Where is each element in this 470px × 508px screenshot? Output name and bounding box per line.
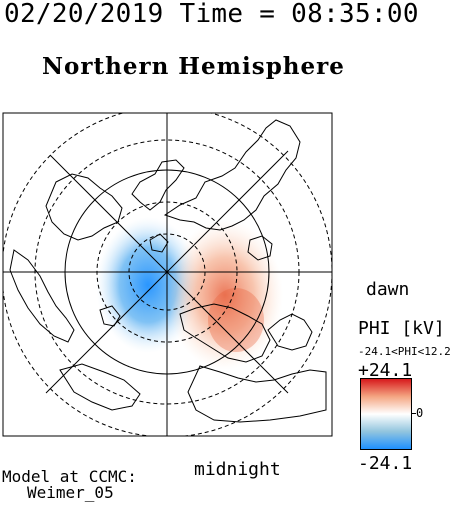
colorbar-zero-label: 0 — [416, 406, 424, 420]
model-credit-line1: Model at CCMC: — [2, 467, 137, 486]
colorbar-range: -24.1<PHI<12.2 — [358, 345, 451, 358]
colorbar-zero-tick — [412, 413, 416, 414]
midnight-label: midnight — [194, 459, 281, 480]
page-title: Northern Hemisphere — [42, 53, 345, 80]
polar-map — [2, 112, 333, 437]
longitude-grid — [3, 113, 332, 436]
timestamp-label: 02/20/2019 Time = 08:35:00 — [4, 0, 419, 29]
colorbar-min-label: -24.1 — [358, 453, 413, 474]
positive-potential-cell — [167, 220, 283, 370]
coastlines — [9, 119, 327, 423]
dawn-label: dawn — [366, 279, 410, 300]
colorbar-max-label: +24.1 — [358, 360, 413, 381]
colorbar-title: PHI [kV] — [358, 318, 445, 339]
model-credit-line2: Weimer_05 — [27, 483, 114, 502]
colorbar — [360, 378, 412, 450]
